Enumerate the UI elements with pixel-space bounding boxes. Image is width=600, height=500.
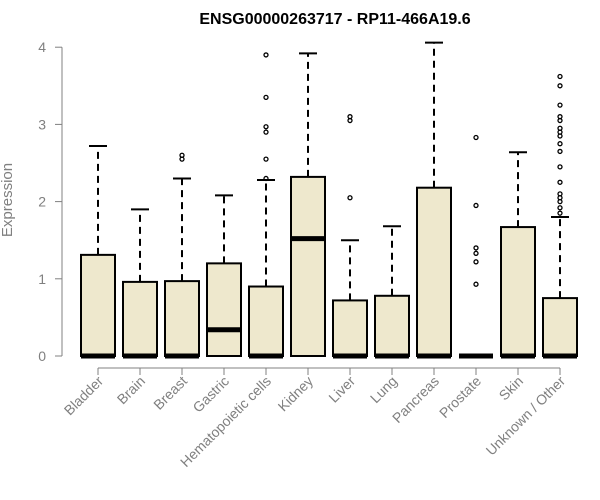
outlier-point — [473, 134, 479, 141]
box-10 — [459, 134, 493, 359]
x-tick-label: Skin — [496, 373, 527, 404]
outlier-point — [179, 152, 185, 158]
y-tick-label: 4 — [38, 39, 46, 55]
outlier-point — [473, 259, 479, 265]
y-tick-label: 0 — [38, 348, 46, 364]
outlier-point — [557, 102, 563, 108]
chart-title: ENSG00000263717 - RP11-466A19.6 — [199, 11, 470, 28]
outlier-point — [347, 195, 353, 201]
x-tick-label: Prostate — [436, 373, 484, 421]
outlier-point — [263, 124, 269, 130]
y-tick-label: 1 — [38, 271, 46, 287]
box-body — [164, 280, 200, 357]
box-body — [500, 226, 536, 357]
y-tick-label: 2 — [38, 194, 46, 210]
y-axis: 0 1 2 3 4 — [38, 39, 63, 364]
x-tick-label: Bladder — [61, 373, 107, 419]
outlier-point — [473, 250, 479, 256]
outlier-point — [473, 202, 479, 209]
box-body — [290, 175, 326, 357]
y-axis-label: Expression — [0, 163, 16, 237]
outlier-point — [263, 129, 269, 135]
x-tick-label: Unknown / Other — [483, 373, 569, 459]
box-7 — [332, 114, 368, 359]
x-tick-label: Pancreas — [389, 373, 442, 426]
box-1 — [80, 145, 116, 359]
box-series — [80, 41, 578, 359]
y-tick-label: 3 — [38, 116, 46, 132]
box-3 — [164, 152, 200, 359]
box-body — [374, 294, 410, 357]
outlier-point — [473, 245, 479, 251]
box-body — [332, 299, 368, 357]
outlier-point — [473, 281, 479, 287]
box-6 — [290, 52, 326, 357]
box-body — [248, 285, 284, 357]
box-8 — [374, 225, 410, 359]
box-11 — [500, 151, 536, 359]
outlier-point — [263, 175, 269, 182]
box-9 — [416, 41, 452, 359]
x-tick-label: Brain — [114, 373, 148, 407]
x-tick-label: Lung — [367, 373, 400, 406]
outlier-point — [263, 156, 269, 162]
box-body — [206, 262, 242, 357]
outlier-point — [557, 125, 563, 131]
box-12 — [542, 73, 578, 359]
outlier-point — [557, 73, 563, 80]
outlier-point — [557, 164, 563, 170]
x-tick-label: Kidney — [275, 373, 317, 415]
outlier-point — [557, 141, 563, 147]
outlier-point — [263, 52, 269, 58]
box-body — [416, 186, 452, 357]
x-tick-label: Breast — [150, 373, 190, 413]
outlier-point — [347, 114, 353, 120]
box-2 — [122, 208, 158, 359]
outlier-point — [557, 148, 563, 155]
box-body — [80, 253, 116, 357]
x-tick-label: Liver — [325, 373, 358, 406]
outlier-point — [263, 94, 269, 101]
outlier-point — [557, 191, 563, 197]
box-body — [542, 297, 578, 358]
box-body — [122, 280, 158, 357]
box-5 — [248, 52, 284, 359]
outlier-point — [557, 205, 563, 211]
outlier-point — [557, 83, 563, 89]
box-4 — [206, 194, 242, 357]
outlier-point — [557, 114, 563, 120]
outlier-point — [557, 210, 563, 216]
outlier-point — [557, 179, 563, 185]
